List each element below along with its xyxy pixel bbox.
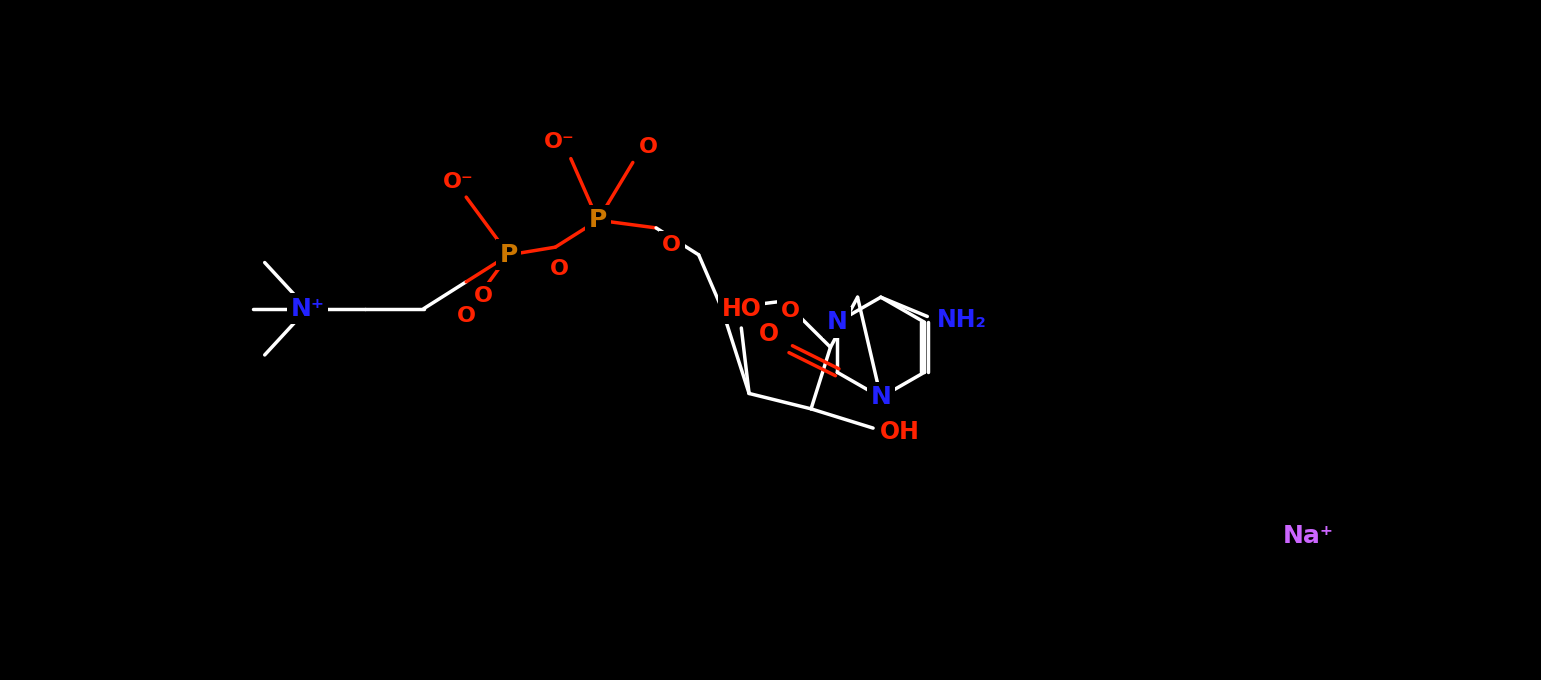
Text: O: O <box>758 322 780 345</box>
Text: N: N <box>828 310 848 335</box>
Text: P: P <box>499 243 518 267</box>
Text: O: O <box>781 301 800 322</box>
Text: HO: HO <box>721 296 761 321</box>
Text: P: P <box>589 208 607 232</box>
Text: N⁺: N⁺ <box>290 296 324 321</box>
Text: OH: OH <box>880 420 920 444</box>
Text: O⁻: O⁻ <box>544 132 575 152</box>
Text: O: O <box>456 307 476 326</box>
Text: O: O <box>640 137 658 157</box>
Text: Na⁺: Na⁺ <box>1284 524 1335 548</box>
Text: O: O <box>663 235 681 255</box>
Text: O⁻: O⁻ <box>444 172 473 192</box>
Text: O: O <box>473 286 493 306</box>
Text: NH₂: NH₂ <box>937 308 988 333</box>
Text: O: O <box>550 258 569 279</box>
Text: N: N <box>871 386 891 409</box>
